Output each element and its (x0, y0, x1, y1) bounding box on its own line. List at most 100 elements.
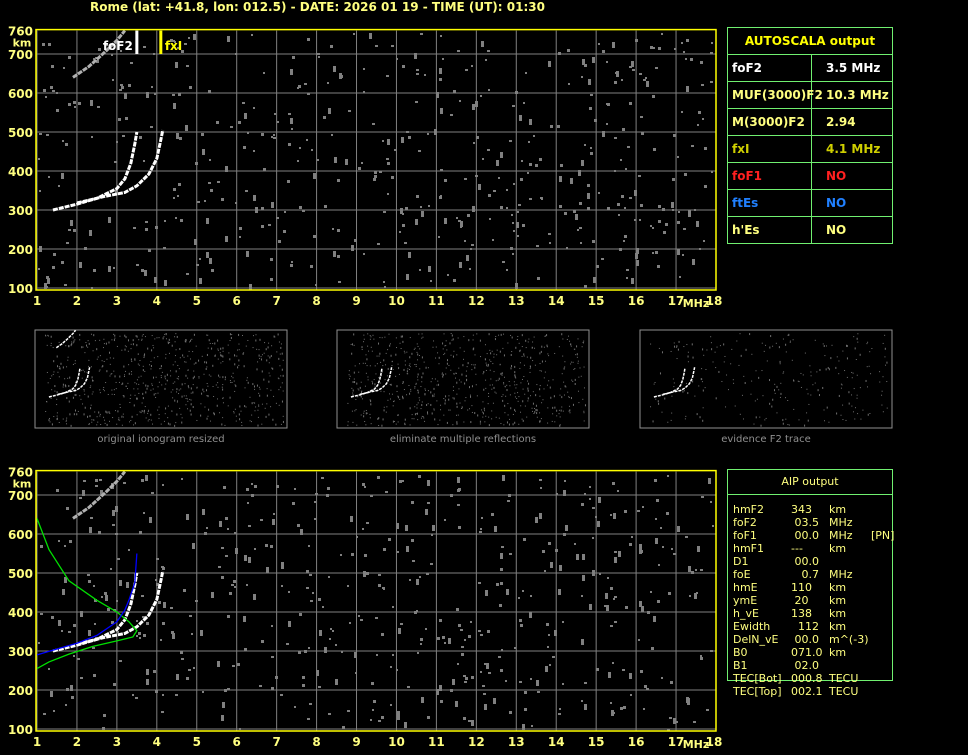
noise-dot (381, 716, 384, 719)
noise-dot (547, 407, 549, 409)
noise-dot (444, 519, 446, 521)
noise-dot (525, 347, 527, 349)
noise-dot (556, 409, 558, 412)
noise-dot (105, 595, 108, 601)
noise-dot (823, 420, 825, 422)
noise-dot (273, 134, 275, 136)
noise-dot (480, 528, 482, 530)
noise-dot (517, 392, 519, 394)
noise-dot (110, 568, 112, 570)
noise-dot (360, 414, 362, 416)
noise-dot (506, 389, 508, 392)
noise-dot (227, 615, 230, 618)
marker-label: fxI (165, 39, 182, 53)
noise-dot (143, 357, 145, 359)
noise-dot (166, 380, 168, 382)
noise-dot (544, 371, 546, 373)
noise-dot (521, 346, 523, 348)
noise-dot (446, 362, 448, 365)
noise-dot (471, 244, 474, 246)
noise-dot (385, 352, 387, 354)
noise-dot (56, 404, 58, 406)
noise-dot (373, 379, 375, 381)
noise-dot (378, 377, 380, 379)
noise-dot (254, 485, 257, 488)
noise-dot (581, 76, 583, 78)
noise-dot (387, 367, 389, 370)
noise-dot (456, 381, 458, 384)
noise-dot (447, 274, 449, 276)
noise-dot (688, 210, 691, 216)
noise-dot (635, 253, 638, 259)
noise-dot (280, 346, 282, 349)
noise-dot (676, 358, 678, 360)
noise-dot (121, 416, 123, 418)
noise-dot (79, 497, 82, 499)
noise-dot (229, 340, 231, 342)
aip-value: 000.8 (791, 672, 823, 685)
noise-dot (369, 365, 371, 367)
noise-dot (139, 411, 141, 413)
noise-dot (630, 694, 632, 696)
noise-dot (322, 606, 324, 608)
noise-dot (164, 280, 167, 286)
noise-dot (399, 231, 401, 233)
noise-dot (113, 370, 115, 372)
noise-dot (245, 406, 247, 408)
noise-dot (177, 47, 180, 49)
noise-dot (213, 413, 215, 416)
noise-dot (66, 688, 69, 691)
noise-dot (472, 334, 474, 336)
noise-dot (578, 376, 580, 378)
noise-dot (507, 342, 509, 344)
noise-dot (409, 337, 411, 339)
noise-dot (702, 419, 704, 422)
noise-dot (79, 395, 81, 397)
noise-dot (800, 372, 802, 374)
noise-dot (185, 340, 187, 343)
noise-dot (476, 333, 478, 335)
noise-dot (130, 343, 132, 345)
noise-dot (189, 341, 191, 343)
noise-dot (65, 704, 67, 706)
noise-dot (440, 409, 442, 411)
noise-dot (466, 366, 468, 368)
noise-dot (173, 188, 176, 191)
noise-dot (710, 650, 713, 652)
noise-dot (663, 231, 666, 234)
noise-dot (276, 485, 279, 488)
noise-dot (396, 523, 399, 529)
noise-dot (542, 399, 544, 401)
noise-dot (884, 347, 886, 350)
autoscala-value: 2.94 (826, 115, 856, 129)
noise-dot (235, 202, 237, 204)
noise-dot (170, 375, 172, 377)
noise-dot (231, 334, 233, 336)
noise-dot (427, 133, 429, 135)
aip-param: TEC[Top] (733, 685, 782, 698)
noise-dot (136, 344, 138, 347)
noise-dot (158, 337, 160, 339)
noise-dot (179, 137, 182, 140)
thumbnail-frame (34, 329, 288, 429)
noise-dot (514, 647, 516, 649)
noise-dot (171, 344, 173, 347)
noise-dot (133, 227, 136, 229)
noise-dot (118, 381, 120, 383)
noise-dot (99, 355, 101, 357)
noise-dot (281, 400, 283, 403)
noise-dot (222, 384, 224, 386)
noise-dot (181, 478, 183, 480)
noise-dot (772, 398, 774, 401)
noise-dot (484, 421, 486, 423)
noise-dot (71, 696, 74, 699)
noise-dot (623, 706, 626, 709)
noise-dot (333, 251, 336, 257)
noise-dot (639, 219, 641, 221)
noise-dot (672, 178, 675, 181)
noise-dot (90, 366, 92, 368)
noise-dot (233, 380, 235, 382)
noise-dot (602, 131, 605, 137)
x-tick-label: 4 (153, 735, 161, 749)
noise-dot (616, 71, 619, 77)
